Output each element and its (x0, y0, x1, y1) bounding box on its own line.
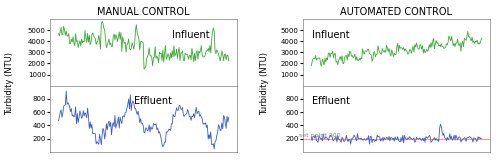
Text: Turbidity (NTU): Turbidity (NTU) (260, 52, 269, 115)
Text: Turbidity (NTU): Turbidity (NTU) (5, 52, 14, 115)
Text: set point 200: set point 200 (299, 133, 341, 138)
Text: Effluent: Effluent (312, 96, 350, 106)
Text: Influent: Influent (172, 30, 209, 40)
Title: AUTOMATED CONTROL: AUTOMATED CONTROL (340, 7, 452, 17)
Title: MANUAL CONTROL: MANUAL CONTROL (98, 7, 190, 17)
Text: Effluent: Effluent (134, 96, 172, 106)
Text: Influent: Influent (312, 30, 350, 40)
